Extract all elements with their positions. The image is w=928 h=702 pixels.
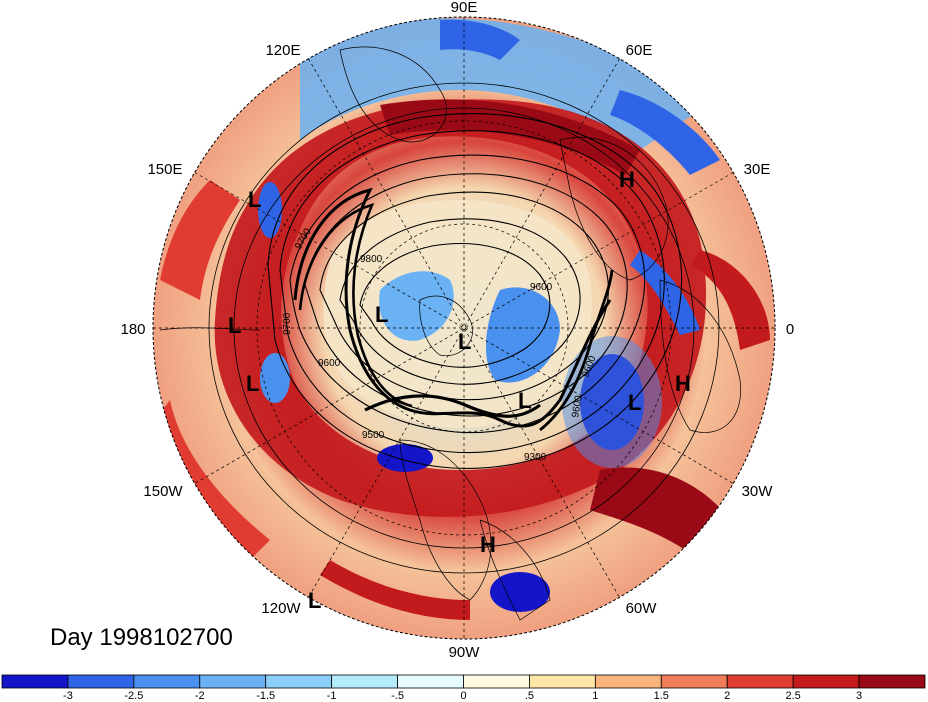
- lon-label-150e: 150E: [147, 161, 182, 178]
- low-marker: L: [248, 187, 261, 212]
- colorbar-swatch: [397, 674, 464, 689]
- lon-label-90w: 90W: [449, 644, 481, 661]
- colorbar-tick-label: -3: [63, 690, 73, 702]
- lon-label-120w: 120W: [261, 600, 301, 617]
- colorbar-swatch: [463, 674, 530, 689]
- colorbar-tick-label: 2.5: [785, 690, 800, 702]
- high-marker: H: [675, 371, 691, 396]
- high-marker: H: [619, 167, 635, 192]
- contour-label: 9300: [524, 452, 547, 463]
- low-marker: L: [375, 302, 388, 327]
- lon-label-60w: 60W: [626, 600, 658, 617]
- colorbar-swatch: [331, 674, 398, 689]
- pressure-markers: L H L L L L L L H H L: [228, 167, 691, 613]
- lon-label-180: 180: [120, 321, 145, 338]
- colorbar-swatch: [660, 674, 728, 689]
- colorbar-tick-label: -1.5: [256, 690, 275, 702]
- colorbar-tick-label: 1: [592, 690, 598, 702]
- colorbar-tick-label: .5: [525, 690, 534, 702]
- low-marker: L: [228, 313, 241, 338]
- colorbar-swatch: [133, 674, 201, 689]
- contour-label: 9600: [570, 394, 585, 418]
- lon-label-0: 0: [786, 321, 794, 338]
- graticule: [153, 17, 775, 639]
- colorbar-tick-label: -.5: [391, 690, 404, 702]
- colorbar-swatch: [858, 674, 926, 689]
- longitude-labels: 90E 60E 120E 30E 150E 0 180 30W 150W 60W…: [120, 0, 794, 661]
- colorbar-tick-label: 3: [856, 690, 862, 702]
- contour-label: 9600: [318, 358, 341, 369]
- colorbar-tick-label: -1: [327, 690, 337, 702]
- colorbar-swatch: [265, 674, 333, 689]
- colorbar-tick-label: 0: [460, 690, 466, 702]
- colorbar: -3 -2.5 -2 -1.5 -1 -.5 0 .5 1 1.5 2 2.5 3: [1, 674, 926, 702]
- lon-label-60e: 60E: [626, 42, 653, 59]
- lon-label-30e: 30E: [744, 161, 771, 178]
- lon-label-30w: 30W: [742, 483, 774, 500]
- colorbar-tick-label: 1.5: [654, 690, 669, 702]
- lon-label-150w: 150W: [143, 483, 183, 500]
- colorbar-swatch: [199, 674, 267, 689]
- colorbar-tick-label: 2: [724, 690, 730, 702]
- day-title: Day 1998102700: [50, 624, 233, 651]
- high-marker: H: [480, 532, 496, 557]
- contour-label: 9500: [362, 430, 385, 441]
- colorbar-swatch: [529, 674, 596, 689]
- colorbar-tick-label: -2: [195, 690, 205, 702]
- contour-label: 9800: [360, 254, 383, 265]
- lon-label-90e: 90E: [451, 0, 478, 16]
- contour-label: 9700: [282, 312, 293, 335]
- colorbar-swatch: [792, 674, 860, 689]
- colorbar-swatch: [1, 674, 69, 689]
- colorbar-swatch: [67, 674, 135, 689]
- low-marker: L: [246, 371, 259, 396]
- map-boundary: [152, 16, 776, 640]
- low-marker: L: [308, 588, 321, 613]
- colorbar-tick-label: -2.5: [124, 690, 143, 702]
- colorbar-swatch: [594, 674, 662, 689]
- contour-label: 9600: [530, 282, 553, 293]
- low-marker: L: [518, 388, 531, 413]
- lon-label-120e: 120E: [265, 42, 300, 59]
- low-marker: L: [458, 329, 471, 354]
- low-marker: L: [628, 390, 641, 415]
- colorbar-swatch: [726, 674, 794, 689]
